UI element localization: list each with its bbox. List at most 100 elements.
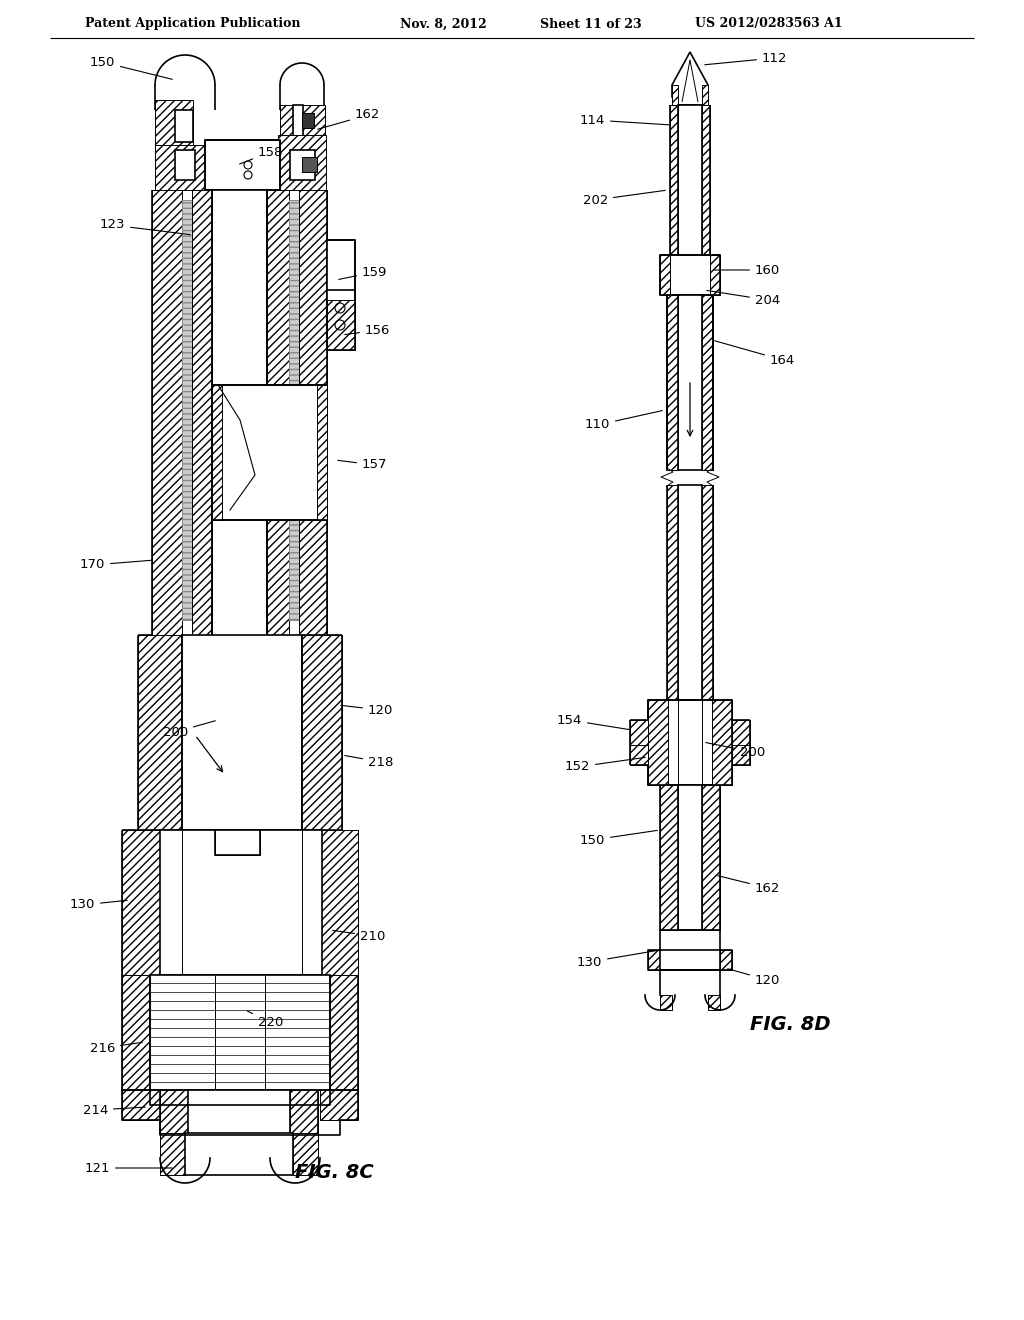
Bar xyxy=(670,106,678,260)
Bar xyxy=(319,1090,358,1119)
Text: 120: 120 xyxy=(728,969,780,986)
Bar xyxy=(212,190,267,640)
Text: 220: 220 xyxy=(248,1011,284,1028)
Bar xyxy=(708,995,720,1010)
Bar xyxy=(667,484,678,700)
Bar xyxy=(160,1090,188,1135)
Text: FIG. 8C: FIG. 8C xyxy=(295,1163,374,1181)
Bar xyxy=(155,145,205,190)
Bar xyxy=(289,201,299,620)
Text: Patent Application Publication: Patent Application Publication xyxy=(85,17,300,30)
Bar xyxy=(317,385,327,520)
Bar xyxy=(122,830,160,975)
Bar xyxy=(138,635,182,830)
Bar xyxy=(319,830,358,975)
Text: US 2012/0283563 A1: US 2012/0283563 A1 xyxy=(695,17,843,30)
Bar xyxy=(302,114,314,128)
Bar xyxy=(702,785,720,931)
Text: 150: 150 xyxy=(90,55,172,79)
Bar xyxy=(678,294,702,470)
Bar xyxy=(185,1133,293,1175)
Bar xyxy=(300,635,342,830)
Bar xyxy=(299,190,327,640)
Text: 114: 114 xyxy=(580,114,670,127)
Bar xyxy=(630,719,648,766)
Text: 157: 157 xyxy=(338,458,387,471)
Bar xyxy=(160,830,322,975)
Bar xyxy=(152,190,182,640)
Text: 130: 130 xyxy=(577,950,657,969)
Text: 170: 170 xyxy=(80,558,153,572)
Bar xyxy=(293,1133,318,1175)
Text: 120: 120 xyxy=(341,704,393,717)
Bar xyxy=(160,1133,185,1175)
Bar xyxy=(702,294,713,470)
Bar xyxy=(212,385,327,520)
Bar xyxy=(720,950,732,970)
Bar xyxy=(648,950,660,970)
Text: 154: 154 xyxy=(557,714,630,730)
Bar xyxy=(702,84,708,106)
Bar xyxy=(660,785,678,931)
Bar xyxy=(667,294,678,470)
Text: 112: 112 xyxy=(705,51,787,65)
Text: 123: 123 xyxy=(99,219,190,235)
Bar xyxy=(280,106,325,140)
Text: 162: 162 xyxy=(317,108,380,129)
Bar xyxy=(660,255,670,294)
Bar xyxy=(660,255,720,294)
Text: 202: 202 xyxy=(583,190,666,206)
Bar xyxy=(175,150,195,180)
Bar xyxy=(290,1090,318,1135)
Text: 121: 121 xyxy=(85,1162,172,1175)
Text: 214: 214 xyxy=(83,1104,145,1117)
Text: Sheet 11 of 23: Sheet 11 of 23 xyxy=(540,17,642,30)
Bar xyxy=(205,140,280,190)
Bar xyxy=(327,300,355,350)
Bar xyxy=(293,106,303,145)
Text: 110: 110 xyxy=(585,411,663,432)
Text: 156: 156 xyxy=(345,323,390,337)
Bar xyxy=(150,975,330,1090)
Text: 158: 158 xyxy=(240,145,284,164)
Bar xyxy=(660,950,720,970)
Text: 204: 204 xyxy=(707,290,780,306)
Bar xyxy=(672,84,678,106)
Text: 130: 130 xyxy=(70,899,127,912)
Bar xyxy=(678,785,702,931)
Bar xyxy=(330,975,358,1090)
Bar xyxy=(660,995,672,1010)
Bar xyxy=(732,719,750,766)
Text: FIG. 8D: FIG. 8D xyxy=(750,1015,830,1035)
Bar xyxy=(122,1090,160,1119)
Bar xyxy=(267,190,289,640)
Bar xyxy=(648,700,668,785)
Text: 150: 150 xyxy=(580,830,657,846)
Bar xyxy=(648,700,732,785)
Polygon shape xyxy=(672,51,708,106)
Bar xyxy=(182,201,193,620)
Bar xyxy=(215,830,260,855)
Bar xyxy=(702,106,710,260)
Text: 216: 216 xyxy=(90,1041,142,1055)
Bar xyxy=(712,700,732,785)
Bar xyxy=(678,484,702,700)
Bar xyxy=(155,100,193,150)
Text: 152: 152 xyxy=(564,758,645,774)
Bar xyxy=(710,255,720,294)
Bar xyxy=(278,135,326,190)
Text: 218: 218 xyxy=(345,755,393,768)
Bar xyxy=(302,157,317,172)
Text: 200: 200 xyxy=(163,721,215,738)
Bar xyxy=(678,106,702,260)
Bar xyxy=(175,110,193,143)
Text: 200: 200 xyxy=(706,743,765,759)
Bar xyxy=(182,635,302,830)
Bar xyxy=(290,150,315,180)
Bar xyxy=(193,190,212,640)
Text: 162: 162 xyxy=(718,875,780,895)
Text: Nov. 8, 2012: Nov. 8, 2012 xyxy=(400,17,486,30)
Bar xyxy=(122,975,150,1090)
Bar xyxy=(327,240,355,350)
Bar xyxy=(188,1090,290,1135)
